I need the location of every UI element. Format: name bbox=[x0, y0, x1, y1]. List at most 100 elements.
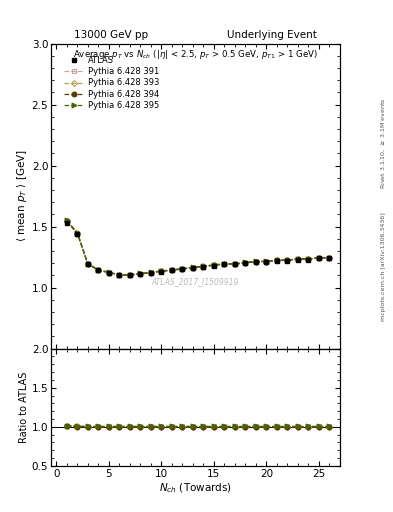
ATLAS bbox=[233, 261, 237, 267]
Pythia 6.428 393 bbox=[149, 269, 153, 275]
Pythia 6.428 394 bbox=[64, 218, 69, 224]
Pythia 6.428 395 bbox=[138, 270, 143, 276]
Line: ATLAS: ATLAS bbox=[64, 221, 332, 278]
ATLAS bbox=[149, 270, 153, 276]
Pythia 6.428 395 bbox=[169, 267, 174, 273]
Pythia 6.428 394 bbox=[275, 258, 279, 264]
Pythia 6.428 393 bbox=[96, 267, 101, 273]
Pythia 6.428 394 bbox=[149, 270, 153, 276]
Text: mcplots.cern.ch [arXiv:1306.3436]: mcplots.cern.ch [arXiv:1306.3436] bbox=[381, 212, 386, 321]
X-axis label: $N_{ch}$ (Towards): $N_{ch}$ (Towards) bbox=[159, 481, 232, 495]
ATLAS bbox=[191, 265, 195, 271]
Pythia 6.428 395 bbox=[86, 261, 90, 267]
Pythia 6.428 391 bbox=[222, 261, 227, 267]
Pythia 6.428 394 bbox=[317, 255, 321, 261]
Pythia 6.428 394 bbox=[211, 262, 216, 268]
ATLAS bbox=[159, 269, 164, 275]
Pythia 6.428 393 bbox=[201, 263, 206, 269]
ATLAS bbox=[327, 255, 332, 261]
Pythia 6.428 395 bbox=[191, 264, 195, 270]
Pythia 6.428 393 bbox=[317, 255, 321, 261]
Pythia 6.428 391 bbox=[253, 258, 258, 264]
Pythia 6.428 394 bbox=[180, 266, 185, 272]
ATLAS bbox=[169, 267, 174, 273]
Pythia 6.428 394 bbox=[159, 268, 164, 274]
Pythia 6.428 393 bbox=[127, 272, 132, 278]
Line: Pythia 6.428 395: Pythia 6.428 395 bbox=[64, 218, 332, 277]
Pythia 6.428 394 bbox=[296, 256, 300, 262]
Pythia 6.428 395 bbox=[117, 271, 122, 278]
Pythia 6.428 393 bbox=[306, 256, 311, 262]
Pythia 6.428 394 bbox=[233, 261, 237, 267]
Pythia 6.428 391 bbox=[96, 267, 101, 273]
ATLAS bbox=[264, 259, 269, 265]
Pythia 6.428 391 bbox=[327, 254, 332, 261]
Pythia 6.428 391 bbox=[64, 218, 69, 224]
ATLAS bbox=[64, 220, 69, 226]
Pythia 6.428 393 bbox=[211, 262, 216, 268]
Pythia 6.428 393 bbox=[169, 267, 174, 273]
ATLAS bbox=[285, 258, 290, 264]
ATLAS bbox=[222, 261, 227, 267]
Pythia 6.428 395 bbox=[285, 257, 290, 263]
Pythia 6.428 391 bbox=[201, 263, 206, 269]
Pythia 6.428 391 bbox=[107, 269, 111, 275]
Pythia 6.428 393 bbox=[191, 265, 195, 271]
ATLAS bbox=[243, 260, 248, 266]
Pythia 6.428 391 bbox=[86, 261, 90, 267]
ATLAS bbox=[201, 264, 206, 270]
Pythia 6.428 391 bbox=[275, 257, 279, 263]
Pythia 6.428 395 bbox=[317, 254, 321, 261]
Pythia 6.428 391 bbox=[117, 272, 122, 278]
Pythia 6.428 393 bbox=[107, 269, 111, 275]
ATLAS bbox=[107, 270, 111, 276]
ATLAS bbox=[211, 263, 216, 269]
Pythia 6.428 391 bbox=[285, 257, 290, 263]
Line: Pythia 6.428 391: Pythia 6.428 391 bbox=[64, 219, 332, 277]
Pythia 6.428 394 bbox=[327, 255, 332, 261]
Pythia 6.428 395 bbox=[159, 268, 164, 274]
Pythia 6.428 393 bbox=[296, 256, 300, 262]
ATLAS bbox=[275, 258, 279, 264]
ATLAS bbox=[75, 231, 80, 237]
ATLAS bbox=[127, 272, 132, 279]
Pythia 6.428 393 bbox=[222, 261, 227, 267]
ATLAS bbox=[253, 259, 258, 265]
Pythia 6.428 395 bbox=[233, 261, 237, 267]
ATLAS bbox=[86, 261, 90, 267]
Pythia 6.428 394 bbox=[107, 270, 111, 276]
Pythia 6.428 395 bbox=[75, 229, 80, 236]
Pythia 6.428 394 bbox=[201, 264, 206, 270]
Pythia 6.428 391 bbox=[211, 262, 216, 268]
Line: Pythia 6.428 394: Pythia 6.428 394 bbox=[64, 219, 332, 278]
ATLAS bbox=[96, 267, 101, 273]
Pythia 6.428 391 bbox=[191, 264, 195, 270]
Pythia 6.428 394 bbox=[138, 271, 143, 277]
Pythia 6.428 394 bbox=[127, 272, 132, 278]
Pythia 6.428 391 bbox=[306, 256, 311, 262]
Pythia 6.428 391 bbox=[243, 260, 248, 266]
ATLAS bbox=[138, 271, 143, 277]
Pythia 6.428 395 bbox=[222, 261, 227, 267]
Pythia 6.428 391 bbox=[264, 258, 269, 264]
Text: Rivet 3.1.10, $\geq$ 3.1M events: Rivet 3.1.10, $\geq$ 3.1M events bbox=[379, 98, 387, 189]
Y-axis label: $\langle$ mean $p_T$ $\rangle$ [GeV]: $\langle$ mean $p_T$ $\rangle$ [GeV] bbox=[15, 150, 29, 243]
Pythia 6.428 394 bbox=[222, 261, 227, 267]
Pythia 6.428 395 bbox=[264, 258, 269, 264]
Pythia 6.428 394 bbox=[117, 272, 122, 278]
Pythia 6.428 395 bbox=[296, 255, 300, 262]
Pythia 6.428 395 bbox=[180, 265, 185, 271]
Text: 13000 GeV pp: 13000 GeV pp bbox=[74, 30, 148, 40]
Pythia 6.428 391 bbox=[296, 256, 300, 262]
Pythia 6.428 395 bbox=[306, 255, 311, 262]
Pythia 6.428 393 bbox=[180, 266, 185, 272]
Pythia 6.428 394 bbox=[86, 261, 90, 267]
Pythia 6.428 395 bbox=[107, 269, 111, 275]
Text: Average $p_T$ vs $N_{ch}$ ($|\eta|$ < 2.5, $p_T$ > 0.5 GeV, $p_{T1}$ > 1 GeV): Average $p_T$ vs $N_{ch}$ ($|\eta|$ < 2.… bbox=[73, 48, 318, 61]
ATLAS bbox=[180, 266, 185, 272]
Pythia 6.428 391 bbox=[180, 266, 185, 272]
ATLAS bbox=[317, 255, 321, 261]
Pythia 6.428 393 bbox=[233, 261, 237, 267]
Pythia 6.428 391 bbox=[317, 254, 321, 261]
Pythia 6.428 393 bbox=[64, 218, 69, 224]
